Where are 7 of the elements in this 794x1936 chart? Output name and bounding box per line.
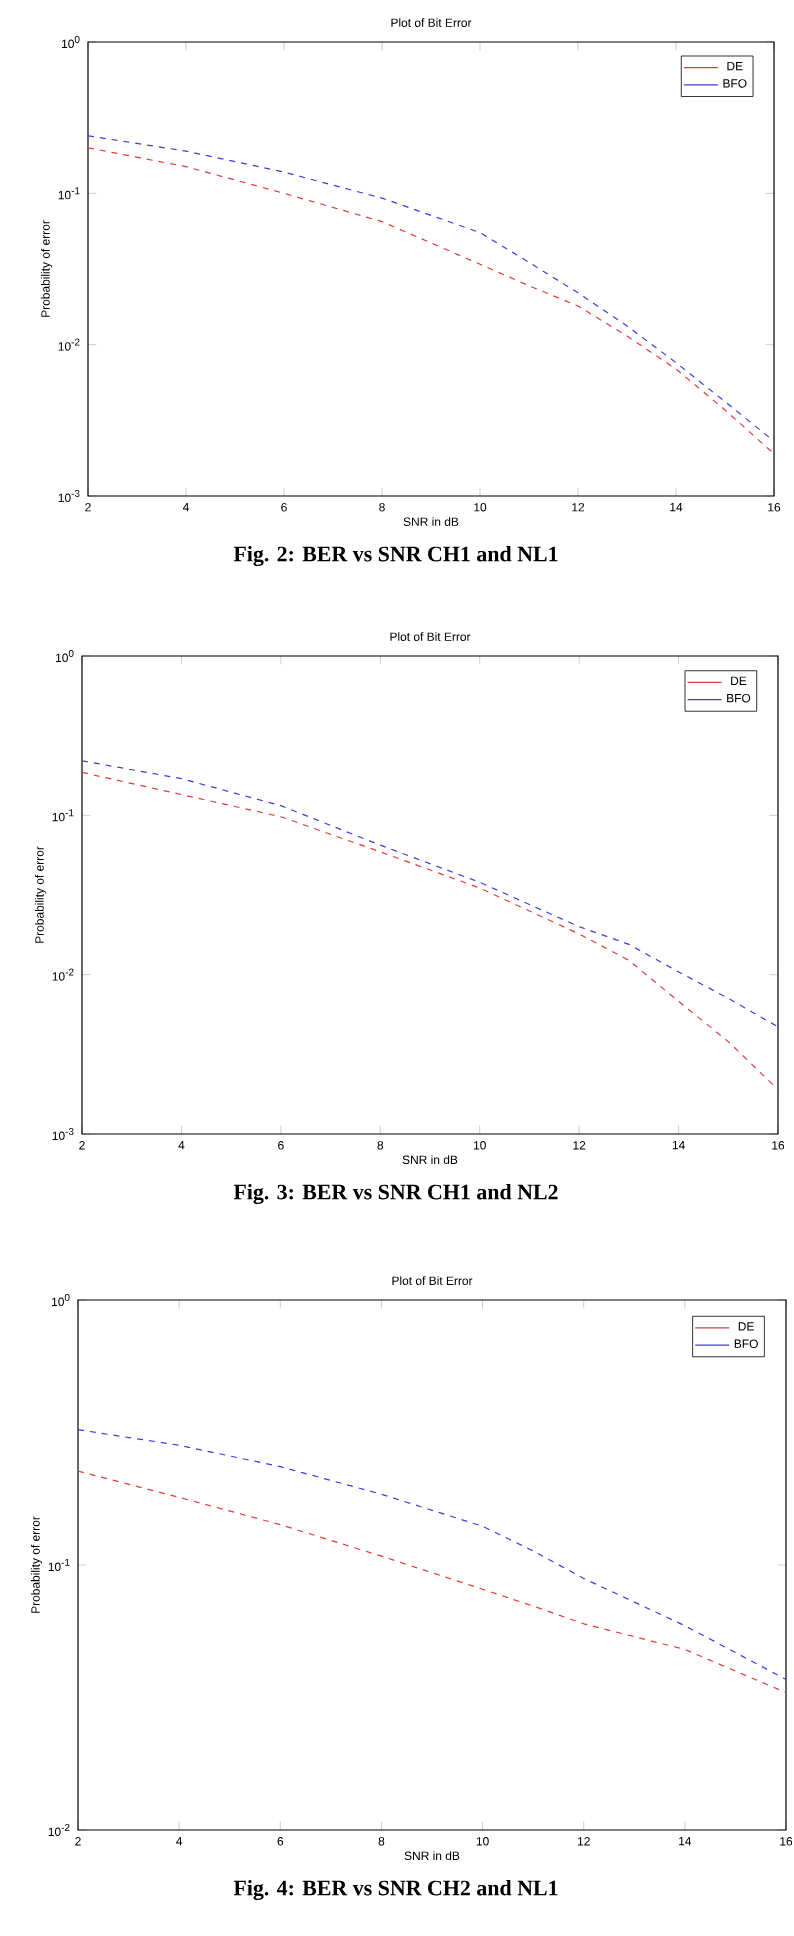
line-series bbox=[78, 1429, 787, 1681]
caption: Fig. 4: BER vs SNR CH2 and NL1 bbox=[233, 1880, 558, 1901]
line-series bbox=[82, 760, 779, 1028]
line-series bbox=[82, 771, 779, 1091]
caption: Fig. 3: BER vs SNR CH1 and NL2 bbox=[233, 1183, 558, 1205]
line-series bbox=[78, 1470, 787, 1694]
caption: Fig. 2: BER vs SNR CH1 and NL1 bbox=[233, 545, 558, 567]
